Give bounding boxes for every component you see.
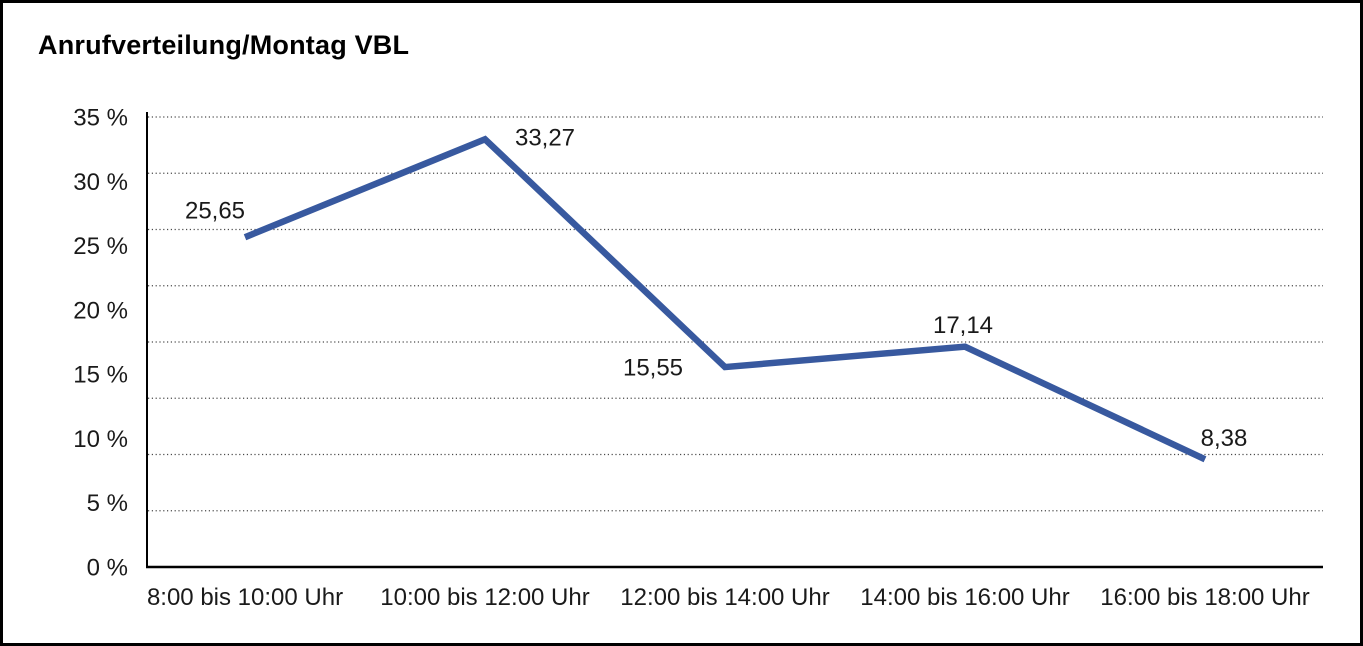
data-line — [243, 135, 1207, 463]
chart-title: Anrufverteilung/Montag VBL — [38, 30, 410, 60]
data-label: 25,65 — [185, 198, 245, 225]
x-category-label: 14:00 bis 16:00 Uhr — [860, 584, 1069, 611]
x-category-label: 12:00 bis 14:00 Uhr — [620, 584, 829, 611]
y-tick-label: 10 % — [73, 426, 128, 453]
y-tick-label: 5 % — [87, 490, 128, 517]
y-tick-label: 20 % — [73, 297, 128, 324]
x-category-label: 8:00 bis 10:00 Uhr — [147, 584, 343, 611]
y-tick-label: 30 % — [73, 169, 128, 196]
x-category-label: 16:00 bis 18:00 Uhr — [1100, 584, 1309, 611]
x-category-label: 10:00 bis 12:00 Uhr — [380, 584, 589, 611]
data-label: 17,14 — [933, 312, 993, 339]
y-tick-label: 15 % — [73, 362, 128, 389]
y-tick-label: 35 % — [73, 105, 128, 132]
line-chart: 0 % 5 % 10 % 15 % 20 % 25 % 30 % 35 % 8:00 bis 1… — [73, 105, 1323, 611]
y-tick-label: 0 % — [87, 555, 128, 582]
data-label: 8,38 — [1201, 425, 1248, 452]
y-tick-label: 25 % — [73, 233, 128, 260]
data-label: 33,27 — [515, 125, 575, 152]
data-label: 15,55 — [623, 355, 683, 382]
